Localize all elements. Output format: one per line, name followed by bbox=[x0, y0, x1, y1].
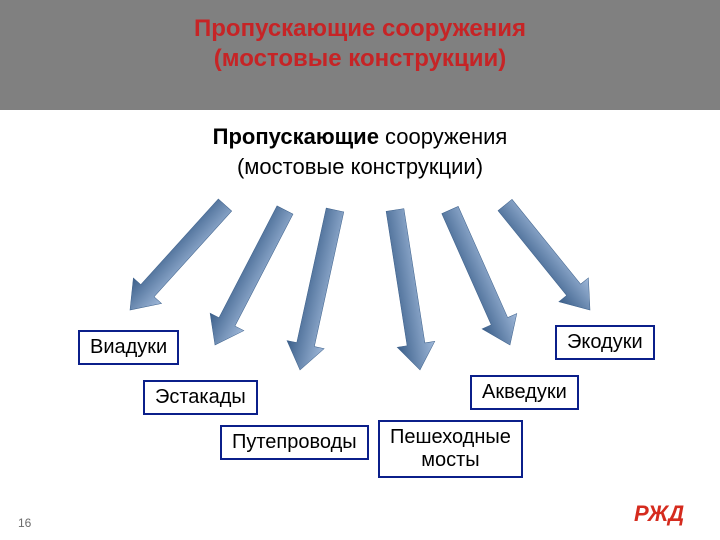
arrow bbox=[376, 207, 439, 373]
category-label: Путепроводы bbox=[232, 431, 357, 453]
category-box: Экодуки bbox=[555, 325, 655, 360]
category-box: Эстакады bbox=[143, 380, 258, 415]
page-number: 16 bbox=[18, 516, 31, 530]
category-label: Эстакады bbox=[155, 386, 246, 408]
arrow bbox=[490, 193, 605, 322]
category-box: Виадуки bbox=[78, 330, 179, 365]
category-box: Акведуки bbox=[470, 375, 579, 410]
category-box: Путепроводы bbox=[220, 425, 369, 460]
arrow bbox=[281, 206, 353, 374]
arrow bbox=[116, 192, 239, 322]
category-label: Пешеходные мосты bbox=[390, 426, 511, 471]
category-label: Виадуки bbox=[90, 336, 167, 358]
category-box: Пешеходные мосты bbox=[378, 420, 523, 478]
logo-text: РЖД bbox=[634, 501, 684, 526]
category-label: Экодуки bbox=[567, 331, 643, 353]
category-label: Акведуки bbox=[482, 381, 567, 403]
rzd-logo: РЖД bbox=[634, 499, 702, 532]
